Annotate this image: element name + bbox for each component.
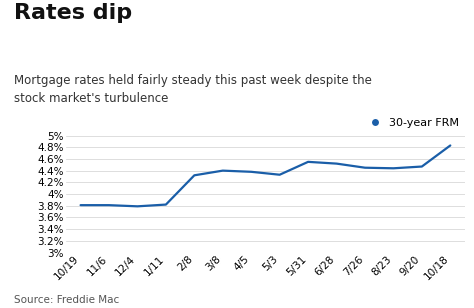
Text: Source: Freddie Mac: Source: Freddie Mac bbox=[14, 295, 119, 305]
Text: Rates dip: Rates dip bbox=[14, 3, 132, 23]
Text: Mortgage rates held fairly steady this past week despite the
stock market's turb: Mortgage rates held fairly steady this p… bbox=[14, 74, 372, 105]
Legend: 30-year FRM: 30-year FRM bbox=[364, 118, 459, 128]
